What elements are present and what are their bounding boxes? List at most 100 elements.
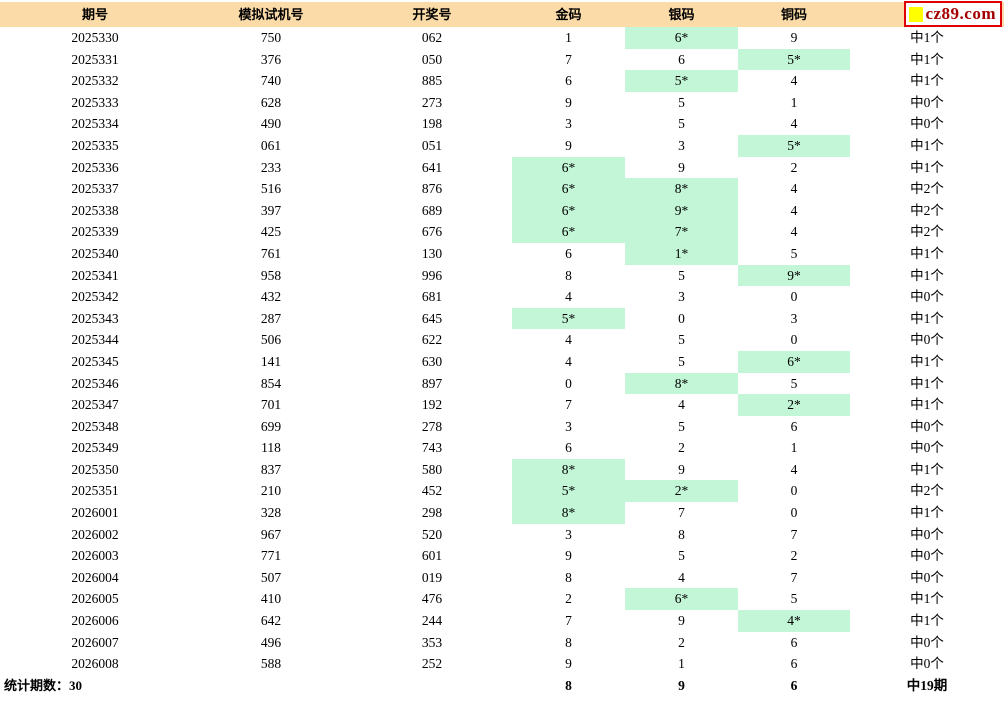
- result-cell: 中1个: [910, 267, 944, 283]
- sim-cell: 588: [260, 656, 282, 672]
- draw-cell: 298: [421, 505, 443, 521]
- silver-cell: 6*: [625, 27, 738, 49]
- period-cell: 2026005: [71, 591, 119, 607]
- result-cell: 中1个: [910, 159, 944, 175]
- sim-cell: 233: [260, 159, 282, 175]
- silver-cell: 9*: [625, 199, 738, 222]
- silver-cell: 6: [678, 51, 685, 67]
- header-period: 期号: [81, 7, 108, 22]
- result-cell: 中1个: [910, 51, 944, 67]
- table-row: 2026001 328 298 8* 7 0 中1个: [0, 502, 1004, 524]
- period-cell: 2025334: [71, 116, 119, 132]
- period-cell: 2026008: [71, 656, 119, 672]
- period-cell: 2026001: [71, 505, 119, 521]
- draw-cell: 996: [421, 267, 443, 283]
- table-row: 2025351 210 452 5* 2* 0 中2个: [0, 480, 1004, 503]
- logo-yellow-square-icon: [909, 6, 924, 22]
- silver-cell: 5*: [625, 70, 738, 92]
- sim-cell: 854: [260, 375, 282, 391]
- draw-cell: 885: [421, 73, 443, 89]
- gold-cell: 7: [565, 613, 572, 629]
- copper-cell: 6: [790, 634, 798, 650]
- copper-cell: 4: [790, 202, 798, 218]
- copper-cell: 0: [790, 332, 798, 348]
- gold-cell: 8*: [512, 458, 625, 481]
- copper-cell: 4: [790, 461, 798, 477]
- sim-cell: 328: [260, 505, 282, 521]
- copper-cell: 2: [790, 159, 798, 175]
- gold-cell: 4: [565, 289, 572, 305]
- draw-cell: 580: [421, 461, 443, 477]
- copper-cell: 4: [790, 224, 798, 240]
- table-row: 2025335 061 051 9 3 5* 中1个: [0, 134, 1004, 157]
- draw-cell: 476: [421, 591, 443, 607]
- silver-cell: 7: [678, 505, 685, 521]
- draw-cell: 645: [421, 310, 443, 326]
- gold-cell: 6*: [512, 221, 625, 243]
- table-row: 2025330 750 062 1 6* 9 中1个: [0, 27, 1004, 49]
- gold-cell: 6: [565, 73, 572, 89]
- period-cell: 2025333: [71, 94, 119, 110]
- table-row: 2025339 425 676 6* 7* 4 中2个: [0, 221, 1004, 243]
- gold-cell: 4: [565, 353, 572, 369]
- result-cell: 中2个: [910, 483, 944, 499]
- period-cell: 2025341: [71, 267, 119, 283]
- sim-cell: 958: [260, 267, 282, 283]
- result-cell: 中1个: [910, 505, 944, 521]
- sim-cell: 118: [261, 440, 281, 456]
- table-footer: 统计期数：30 8 9 6 中19期: [0, 675, 1004, 697]
- table-row: 2025333 628 273 9 5 1 中0个: [0, 92, 1004, 114]
- table-row: 2025334 490 198 3 5 4 中0个: [0, 113, 1004, 135]
- table-row: 2025332 740 885 6 5* 4 中1个: [0, 70, 1004, 92]
- period-cell: 2025335: [71, 137, 119, 153]
- gold-cell: 8*: [512, 502, 625, 524]
- table-row: 2025337 516 876 6* 8* 4 中2个: [0, 178, 1004, 200]
- gold-cell: 0: [565, 375, 572, 391]
- period-cell: 2026003: [71, 548, 119, 564]
- silver-cell: 8*: [625, 372, 738, 395]
- draw-cell: 689: [421, 202, 443, 218]
- gold-cell: 7: [565, 397, 572, 413]
- silver-cell: 4: [678, 397, 685, 413]
- copper-cell: 1: [790, 440, 798, 456]
- sim-cell: 141: [260, 353, 282, 369]
- result-cell: 中2个: [910, 202, 944, 218]
- gold-cell: 3: [565, 418, 572, 434]
- table-row: 2025336 233 641 6* 9 2 中1个: [0, 156, 1004, 179]
- gold-cell: 6*: [512, 178, 625, 200]
- period-cell: 2026002: [71, 526, 119, 542]
- cz89-logo[interactable]: cz89.com: [904, 1, 1002, 27]
- draw-cell: 252: [421, 656, 443, 672]
- silver-cell: 2: [678, 634, 685, 650]
- gold-cell: 8: [565, 634, 572, 650]
- gold-cell: 6: [565, 245, 572, 261]
- copper-cell: 4: [790, 181, 798, 197]
- silver-cell: 9: [678, 613, 685, 629]
- gold-cell: 6*: [512, 156, 625, 179]
- table-row: 2025342 432 681 4 3 0 中0个: [0, 286, 1004, 308]
- sim-cell: 771: [260, 548, 282, 564]
- draw-cell: 622: [421, 332, 443, 348]
- period-cell: 2025338: [71, 202, 119, 218]
- gold-cell: 8: [565, 267, 572, 283]
- copper-cell: 5: [790, 591, 798, 607]
- result-cell: 中0个: [910, 634, 944, 650]
- period-cell: 2025340: [71, 245, 119, 261]
- draw-cell: 192: [421, 397, 443, 413]
- copper-cell: 4: [790, 73, 798, 89]
- table-row: 2026008 588 252 9 1 6 中0个: [0, 653, 1004, 675]
- gold-cell: 1: [565, 30, 572, 45]
- draw-cell: 051: [421, 137, 443, 153]
- sim-cell: 628: [260, 94, 282, 110]
- sim-cell: 699: [260, 418, 282, 434]
- sim-cell: 507: [260, 569, 282, 585]
- silver-cell: 9: [678, 159, 685, 175]
- period-cell: 2026006: [71, 613, 119, 629]
- silver-cell: 4: [678, 569, 685, 585]
- silver-cell: 8: [678, 526, 685, 542]
- period-cell: 2025349: [71, 440, 119, 456]
- table-row: 2026003 771 601 9 5 2 中0个: [0, 545, 1004, 567]
- gold-cell: 7: [565, 51, 572, 67]
- silver-cell: 1: [678, 656, 685, 672]
- period-cell: 2026004: [71, 569, 119, 585]
